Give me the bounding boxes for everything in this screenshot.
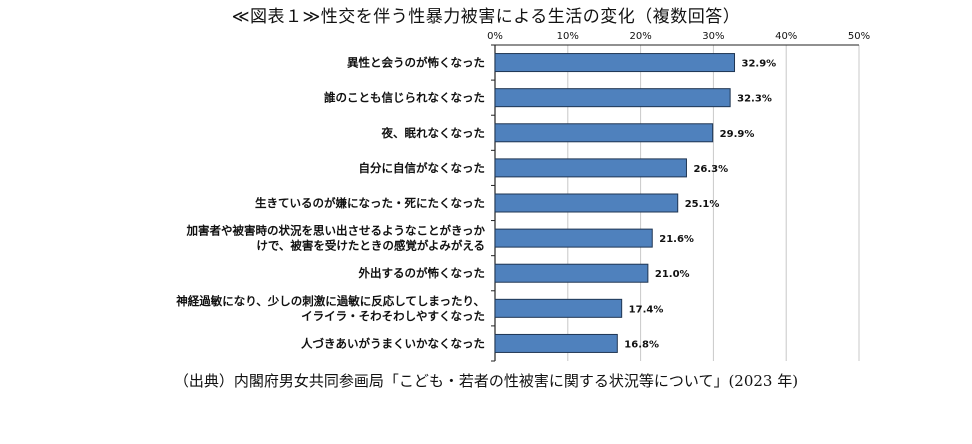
- bar: [494, 123, 714, 143]
- x-tick-label: 30%: [702, 31, 724, 42]
- category-label: 神経過敏になり、少しの刺激に過敏に反応してしまったり、: [176, 294, 485, 308]
- data-label: 32.3%: [737, 94, 772, 105]
- data-label: 16.8%: [624, 339, 659, 350]
- x-tick-label: 40%: [775, 31, 797, 42]
- bar: [494, 193, 679, 213]
- category-label: 自分に自信がなくなった: [359, 161, 486, 175]
- category-label: 加害者や被害時の状況を思い出させるようなことがきっか: [185, 224, 485, 238]
- data-label: 17.4%: [629, 304, 664, 315]
- source-note: （出典）内閣府男女共同参画局「こども・若者の性被害に関する状況等について」(20…: [173, 372, 799, 390]
- data-label: 32.9%: [742, 59, 777, 70]
- category-label: 生きているのが嫌になった・死にたくなった: [255, 196, 485, 210]
- bar: [494, 228, 653, 248]
- data-label: 21.0%: [655, 269, 690, 280]
- category-label: けで、被害を受けたときの感覚がよみがえる: [256, 239, 485, 253]
- bar: [494, 158, 687, 178]
- bar: [494, 53, 736, 73]
- category-label: イライラ・そわそわしやすくなった: [301, 309, 485, 323]
- x-tick-label: 50%: [848, 31, 870, 42]
- bar: [494, 88, 731, 108]
- x-tick-label: 10%: [557, 31, 579, 42]
- category-label: 人づきあいがうまくいかなくなった: [301, 336, 485, 350]
- category-label: 夜、眠れなくなった: [381, 126, 486, 140]
- chart-title: ≪図表１≫性交を伴う性暴力被害による生活の変化（複数回答）: [231, 7, 741, 27]
- x-tick-label: 20%: [629, 31, 651, 42]
- data-label: 25.1%: [685, 199, 720, 210]
- data-label: 26.3%: [693, 164, 728, 175]
- data-label: 21.6%: [659, 234, 694, 245]
- category-label: 誰のことも信じられなくなった: [324, 91, 485, 105]
- bar: [494, 263, 649, 283]
- category-label: 異性と会うのが怖くなった: [347, 56, 485, 70]
- bar: [494, 298, 623, 318]
- category-label: 外出するのが怖くなった: [358, 266, 486, 280]
- x-tick-label: 0%: [487, 31, 503, 42]
- data-label: 29.9%: [720, 129, 755, 140]
- bar: [494, 333, 618, 353]
